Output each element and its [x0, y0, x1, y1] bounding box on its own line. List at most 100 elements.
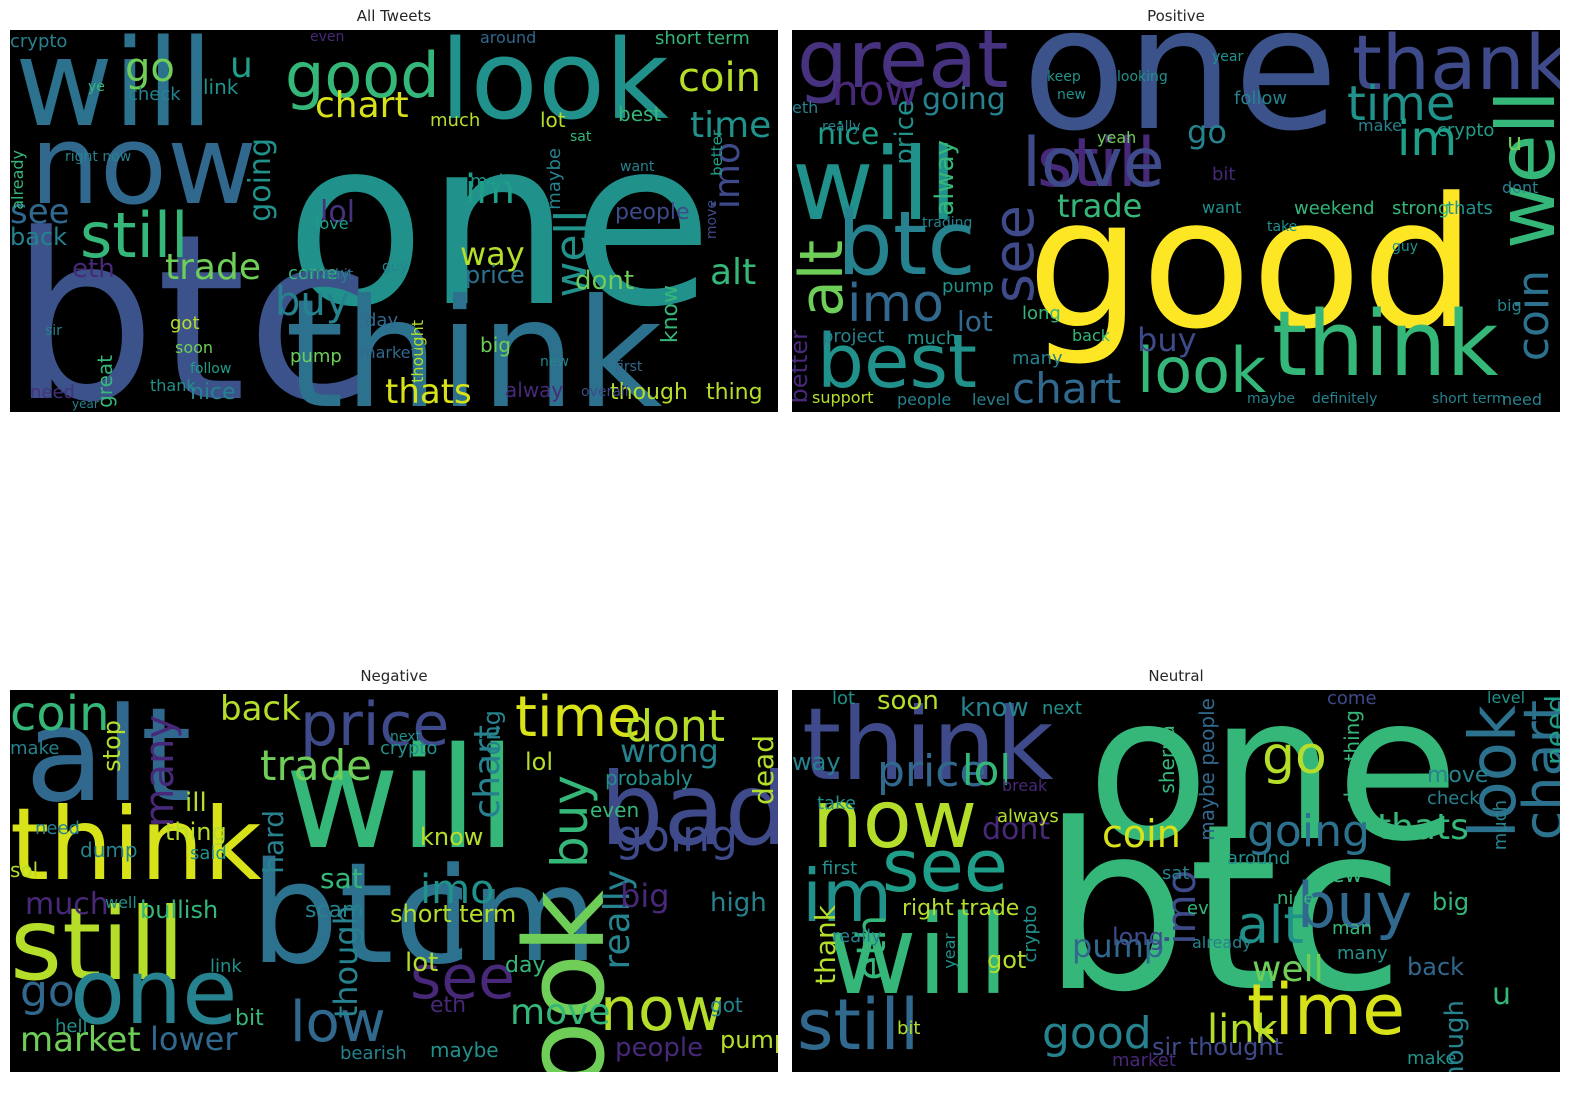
- word-bit: bit: [335, 267, 354, 283]
- word-already: already: [10, 150, 27, 210]
- word-even: even: [310, 30, 345, 45]
- word-check: check: [1427, 788, 1480, 809]
- word-sir-thought: sir thought: [1152, 1033, 1284, 1061]
- word-sat: sat: [1162, 863, 1190, 884]
- word-eth: eth: [849, 915, 895, 981]
- word-buy: buy: [1297, 869, 1413, 942]
- word-will: will: [827, 891, 1009, 1019]
- panel-title-all-tweets: All Tweets: [356, 7, 432, 25]
- word-going: going: [922, 82, 1006, 117]
- word-need: need: [30, 382, 75, 403]
- word-short-term: short term: [655, 30, 750, 49]
- word-keep: keep: [1047, 69, 1081, 85]
- word-good: good: [1027, 160, 1476, 369]
- word-bit: bit: [235, 1006, 264, 1031]
- word-now: now: [832, 66, 919, 115]
- word-look: look: [1137, 334, 1266, 407]
- word-imo: imo: [420, 867, 495, 913]
- word-well: well: [1480, 90, 1560, 250]
- word-chart: chart: [315, 85, 409, 126]
- word-much: much: [1490, 800, 1511, 851]
- word-level: level: [972, 390, 1011, 409]
- word-wrong: wrong: [620, 732, 719, 770]
- word-sat: sat: [320, 862, 363, 895]
- word-price: price: [877, 746, 987, 797]
- word-want: want: [1202, 198, 1242, 217]
- wordcloud-negative: will btc alt im think still bad price one time don…: [10, 690, 778, 1072]
- word-take: take: [1267, 219, 1298, 235]
- word-link: link: [1207, 1007, 1278, 1053]
- word-though: though: [610, 380, 688, 405]
- word-look: look: [440, 30, 669, 144]
- word-well: well: [1252, 949, 1324, 990]
- word-imo: imo: [847, 274, 944, 334]
- word-guy: guy: [382, 259, 409, 275]
- word-better: better: [708, 130, 726, 176]
- word-market: market: [360, 343, 417, 362]
- word-year: year: [940, 933, 959, 969]
- word-u: u: [1507, 128, 1523, 156]
- word-lol: lol: [962, 746, 1012, 795]
- word-now: now: [30, 101, 257, 229]
- word-soon: soon: [175, 338, 214, 357]
- word-nice: nice: [190, 380, 236, 405]
- word-back: back: [1072, 326, 1111, 345]
- word-around: around: [1227, 848, 1291, 869]
- word-see: see: [882, 824, 1009, 908]
- word-got: got: [170, 313, 200, 334]
- word-big: big: [620, 877, 670, 915]
- word-lot: lot: [832, 690, 856, 709]
- word-pump: pump: [942, 276, 994, 297]
- word-year: year: [72, 397, 99, 411]
- word-know: know: [420, 823, 484, 851]
- word-right-trade: right trade: [902, 896, 1020, 921]
- word-many: many: [1012, 348, 1063, 369]
- word-new: new: [1057, 87, 1086, 103]
- word-u: u: [1492, 977, 1512, 1012]
- word-go: go: [1262, 726, 1327, 786]
- word-scam: scam: [305, 898, 364, 923]
- word-maybe: maybe: [1247, 391, 1296, 407]
- wordcloud-all-tweets: one btc think will now look good coin still time c…: [10, 30, 778, 412]
- word-crypto: crypto: [1437, 120, 1495, 141]
- word-much: much: [25, 887, 109, 922]
- word-time: time: [690, 105, 772, 146]
- word-much: much: [430, 110, 481, 131]
- word-back: back: [10, 223, 68, 251]
- word-dont: dont: [1502, 178, 1539, 197]
- word-lower: lower: [150, 1020, 238, 1058]
- word-eth: eth: [430, 993, 467, 1018]
- word-going: going: [243, 138, 278, 222]
- word-see: see: [982, 205, 1047, 304]
- word-now: now: [600, 975, 724, 1045]
- word-move: move: [510, 992, 611, 1033]
- word-ill: ill: [185, 788, 207, 818]
- word-though: though: [1440, 1000, 1470, 1072]
- word-see: see: [410, 943, 516, 1013]
- word-got: got: [987, 946, 1027, 974]
- word-day: day: [505, 953, 546, 978]
- word-follow: follow: [1234, 88, 1288, 109]
- word-sat: sat: [570, 129, 592, 145]
- word-link: link: [203, 75, 239, 99]
- word-dump: dump: [80, 838, 138, 862]
- word-still: still: [10, 886, 185, 1003]
- word-btc: btc: [1042, 776, 1405, 1043]
- word-new: new: [1317, 863, 1363, 888]
- word-thing: thing: [706, 380, 763, 405]
- word-nice: nice: [817, 117, 880, 152]
- word-coin: coin: [1508, 270, 1559, 362]
- word-much: much: [907, 328, 958, 349]
- word-people: people: [615, 1033, 704, 1063]
- word-lot: lot: [405, 948, 439, 978]
- word-time: time: [1347, 76, 1456, 132]
- word-sir: sir: [45, 323, 62, 339]
- word-first: first: [822, 858, 858, 879]
- word-buy: buy: [1137, 321, 1197, 359]
- panel-title-positive: Positive: [1147, 7, 1205, 25]
- word-break: break: [1002, 776, 1048, 795]
- word-need: need: [1502, 390, 1542, 409]
- word-big: big: [1432, 888, 1470, 916]
- word-weekend: weekend: [1294, 198, 1375, 219]
- word-best: best: [618, 102, 662, 126]
